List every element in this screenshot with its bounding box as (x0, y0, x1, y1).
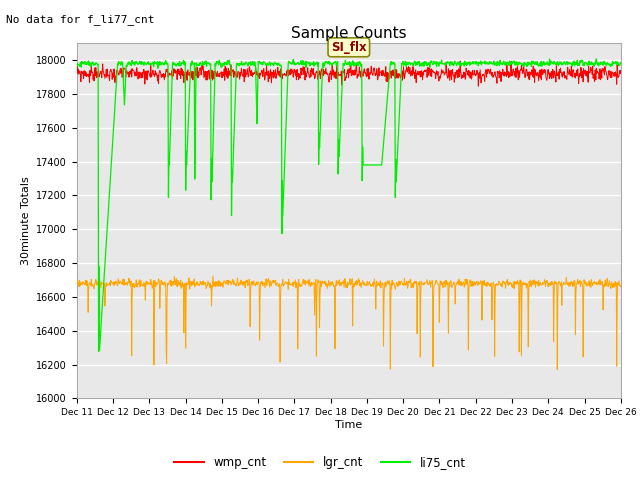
Legend: wmp_cnt, lgr_cnt, li75_cnt: wmp_cnt, lgr_cnt, li75_cnt (170, 452, 470, 474)
Y-axis label: 30minute Totals: 30minute Totals (20, 177, 31, 265)
Text: No data for f_li77_cnt: No data for f_li77_cnt (6, 14, 155, 25)
X-axis label: Time: Time (335, 420, 362, 430)
Title: Sample Counts: Sample Counts (291, 25, 406, 41)
Text: SI_flx: SI_flx (331, 41, 367, 54)
